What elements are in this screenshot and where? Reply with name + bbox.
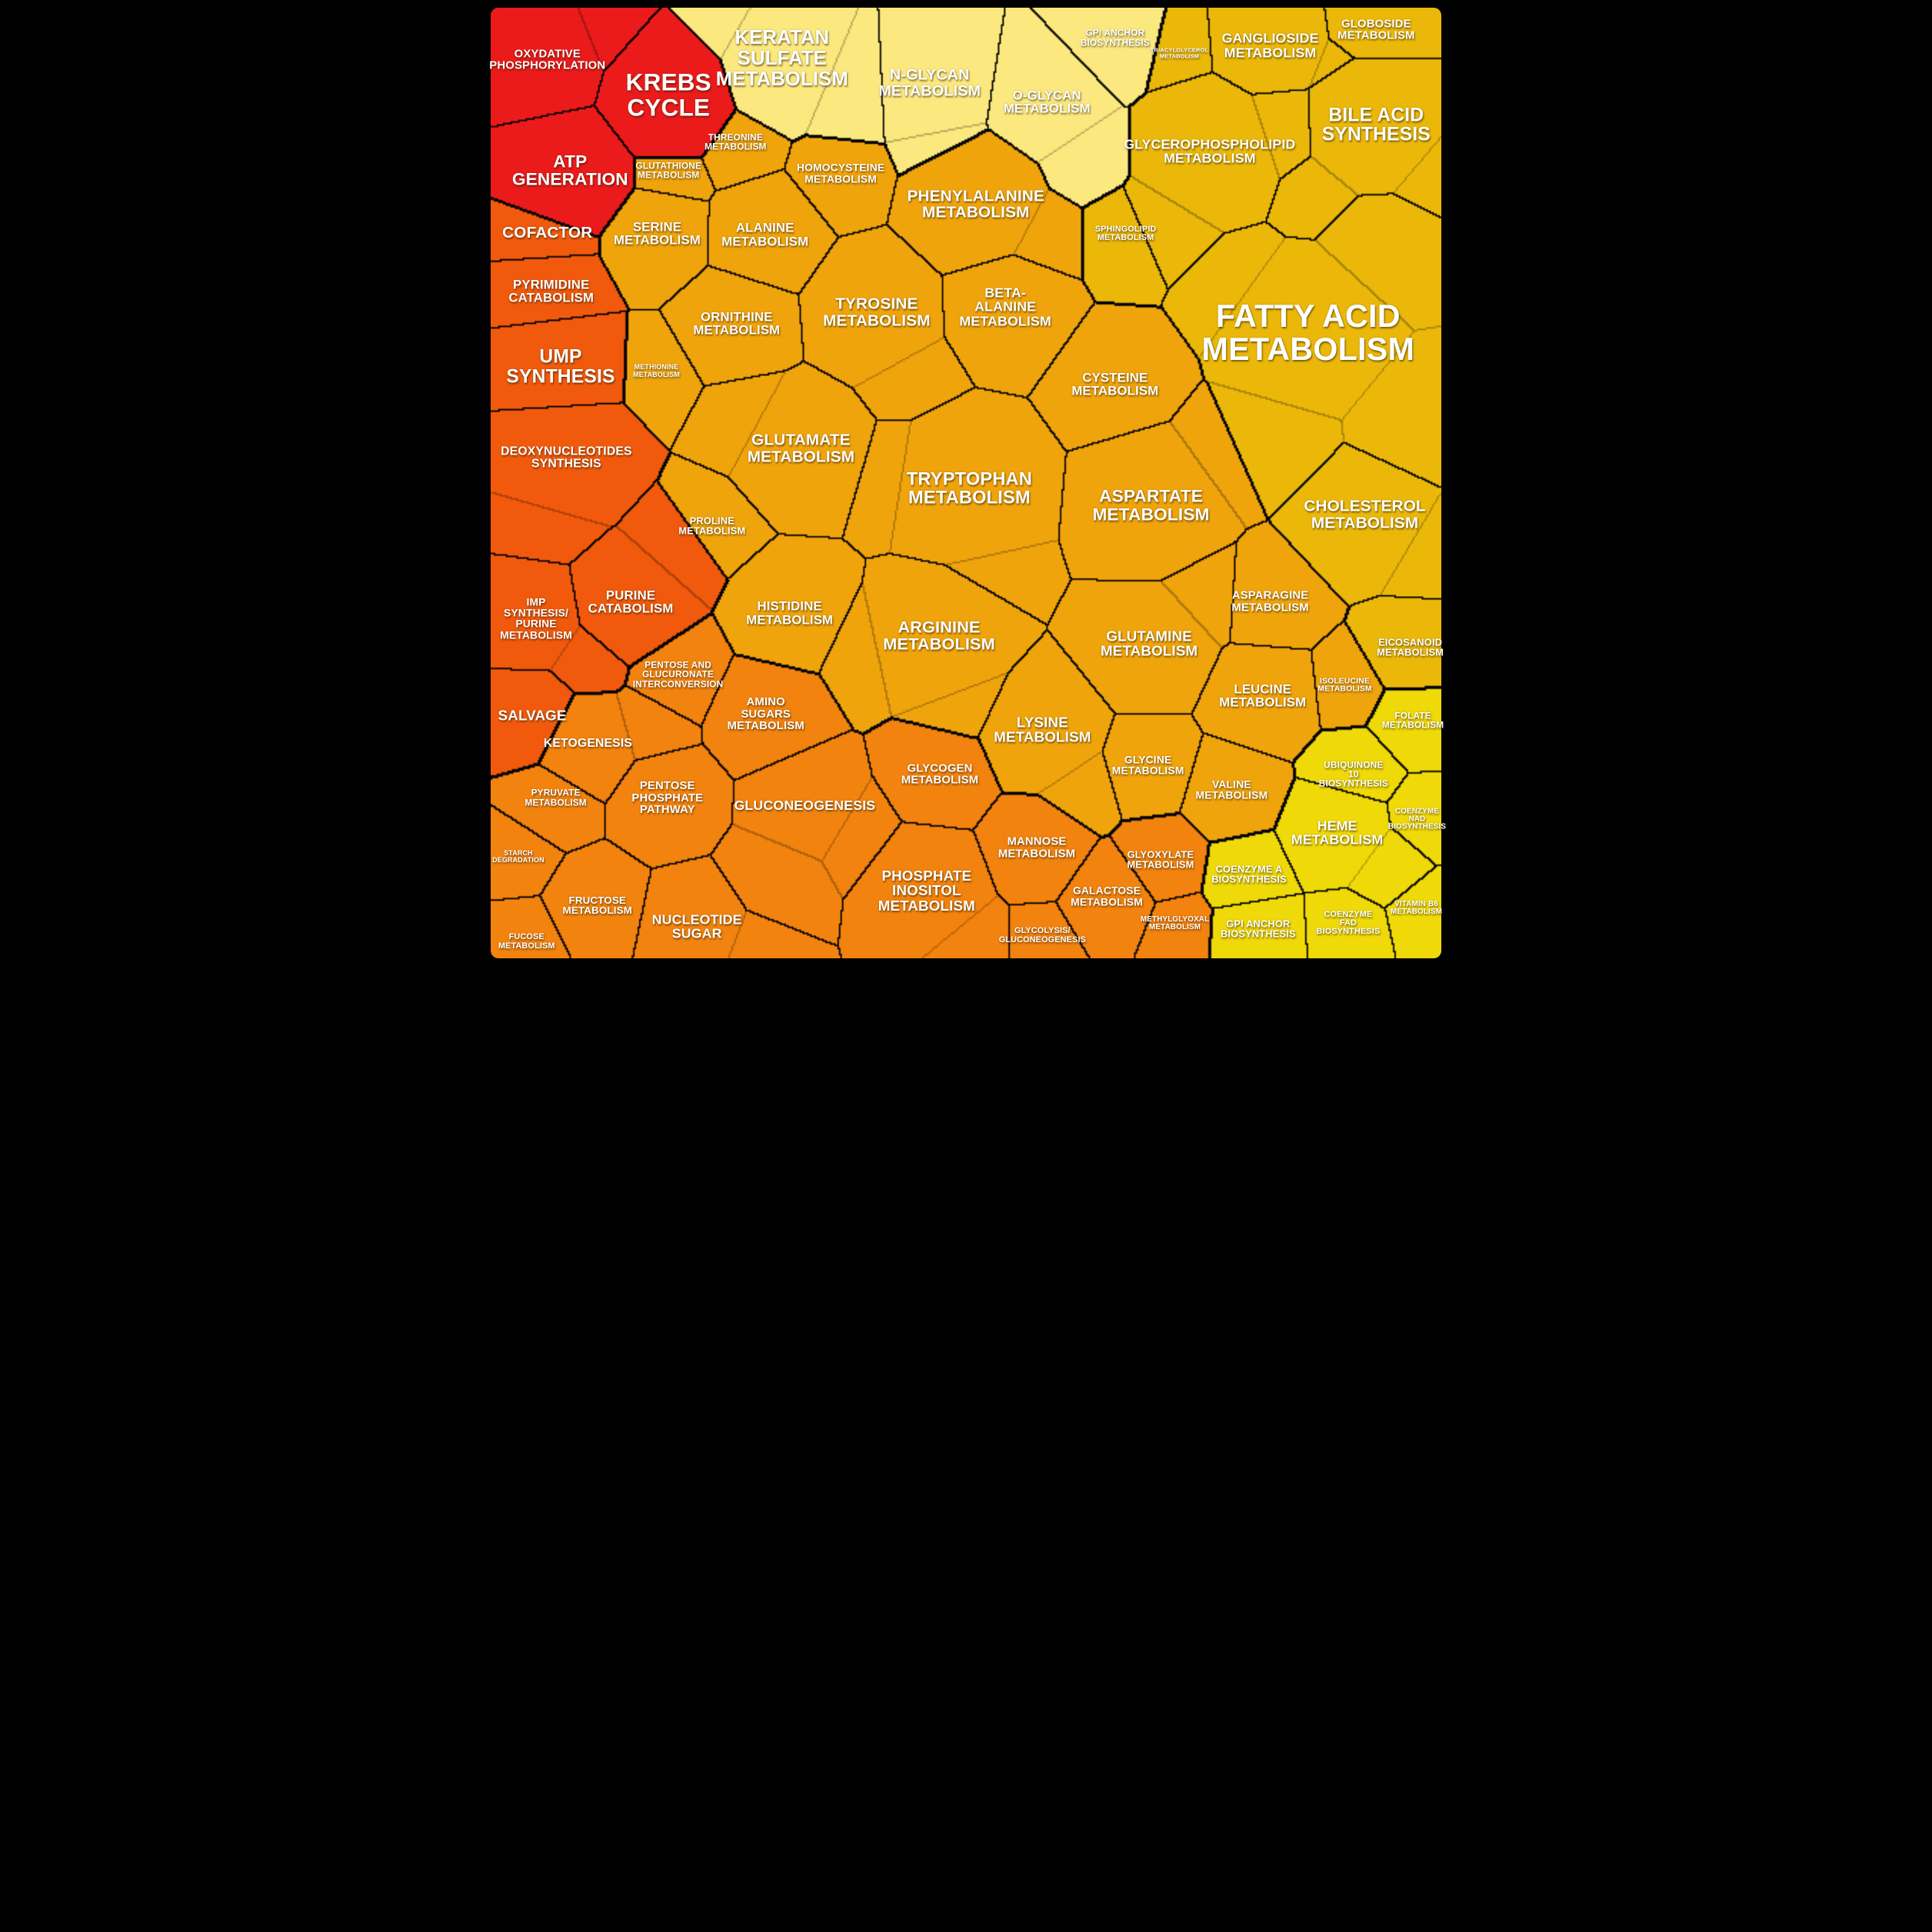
treemap-canvas bbox=[491, 8, 1441, 958]
metabolism-voronoi-treemap: OXYDATIVE PHOSPHORYLATION KREBS CYCLE ATP … bbox=[483, 0, 1449, 966]
